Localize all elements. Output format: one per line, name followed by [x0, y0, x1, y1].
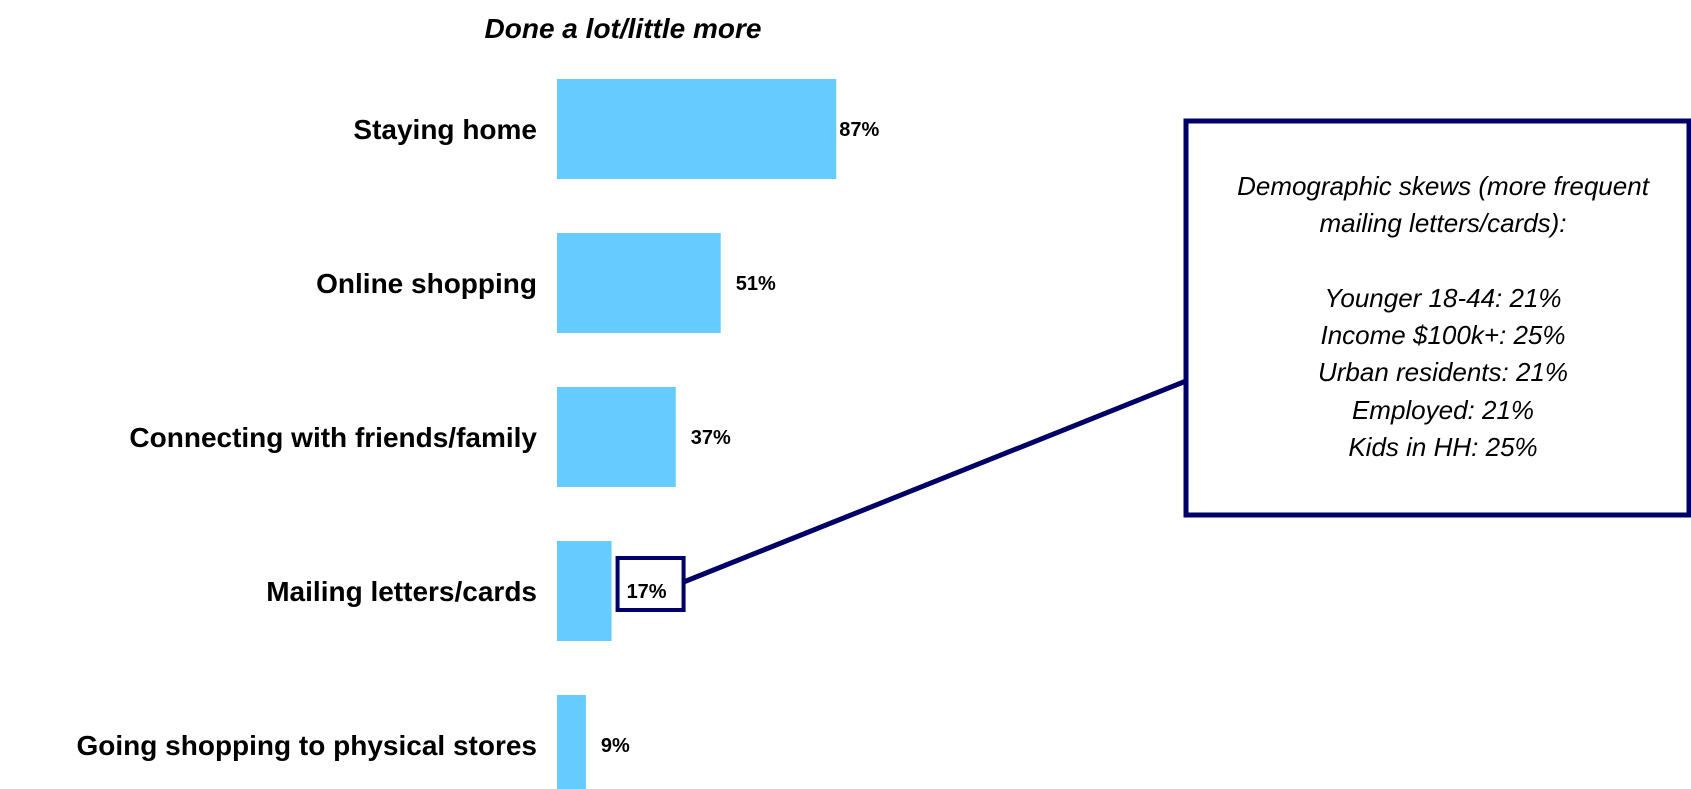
callout-line-5: Urban residents: 21%	[1318, 357, 1568, 387]
callout-connector	[682, 378, 1187, 585]
callout-box	[1183, 118, 1691, 518]
value-label-mailing-letters-cards: 17%	[627, 581, 667, 603]
category-label-online-shopping: Online shopping	[316, 268, 537, 299]
bar-going-shopping-to-physical-stores	[557, 695, 586, 789]
annotation-callout: Demographic skews (more frequent mailing …	[682, 118, 1691, 585]
category-label-connecting-with-friends-family: Connecting with friends/family	[129, 422, 537, 453]
callout-line-3: Younger 18-44: 21%	[1324, 283, 1561, 313]
bars-group: Staying home 87% Online shopping 51% Connect…	[77, 79, 880, 789]
value-label-online-shopping: 51%	[736, 273, 776, 295]
bar-online-shopping	[557, 233, 721, 333]
callout-line-1: mailing letters/cards):	[1319, 208, 1566, 238]
chart-title: Done a lot/little more	[485, 13, 762, 44]
value-label-connecting-with-friends-family: 37%	[691, 427, 731, 449]
bar-connecting-with-friends-family	[557, 387, 676, 487]
bar-mailing-letters-cards	[557, 541, 612, 641]
bar-staying-home	[557, 79, 837, 179]
category-label-staying-home: Staying home	[353, 114, 537, 145]
value-label-staying-home: 87%	[839, 119, 879, 141]
value-label-going-shopping-to-physical-stores: 9%	[601, 735, 630, 757]
callout-line-7: Kids in HH: 25%	[1348, 432, 1537, 462]
callout-line-0: Demographic skews (more frequent	[1237, 171, 1651, 201]
category-label-mailing-letters-cards: Mailing letters/cards	[266, 576, 537, 607]
callout-line-4: Income $100k+: 25%	[1321, 320, 1566, 350]
highlight-box	[615, 556, 686, 612]
category-label-going-shopping-to-physical-stores: Going shopping to physical stores	[77, 730, 537, 761]
callout-line-6: Employed: 21%	[1352, 395, 1534, 425]
